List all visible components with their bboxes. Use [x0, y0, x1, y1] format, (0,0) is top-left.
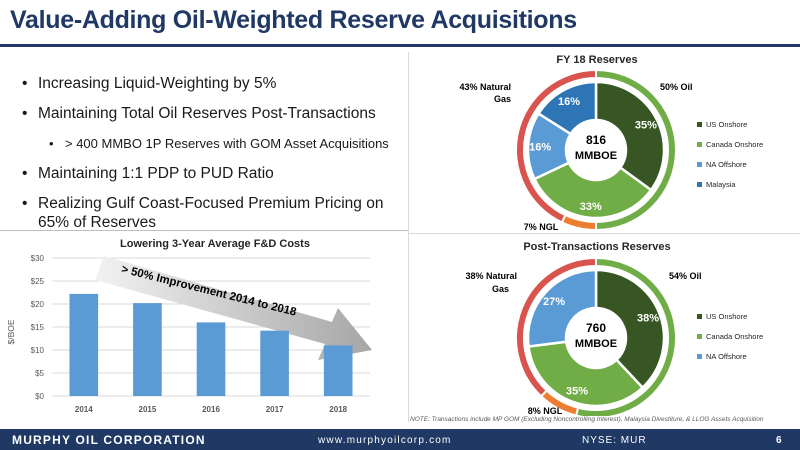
- stock-ticker: NYSE: MUR: [582, 435, 647, 446]
- bar-chart-title: Lowering 3-Year Average F&D Costs: [120, 238, 310, 250]
- legend-label: Canada Onshore: [706, 332, 763, 341]
- legend-label: NA Offshore: [706, 352, 747, 361]
- gas-outer-label-line1: 43% Natural: [459, 82, 511, 92]
- legend: US Onshore Canada Onshore NA Offshore: [697, 312, 763, 361]
- bar: [260, 330, 289, 396]
- x-tick-label: 2015: [139, 405, 157, 414]
- slice-label: 35%: [566, 386, 588, 398]
- legend-swatch: [697, 162, 702, 167]
- slice-label: 27%: [543, 296, 565, 308]
- title-underline: [0, 44, 800, 47]
- bar: [69, 293, 99, 396]
- gas-outer-label-line2: Gas: [492, 284, 509, 294]
- legend-label: US Onshore: [706, 120, 747, 129]
- gas-outer-label-line2: Gas: [494, 94, 511, 104]
- legend-swatch: [697, 122, 702, 127]
- bars: [69, 293, 353, 396]
- sub-bullet-item: > 400 MMBO 1P Reserves with GOM Asset Ac…: [49, 134, 407, 153]
- y-tick-label: $0: [35, 392, 44, 401]
- arrow-shape: [95, 256, 372, 360]
- fy18-reserves-donut: FY 18 Reserves 35% 33% 16% 16% 816 MMBOE 50…: [459, 54, 763, 232]
- y-tick-label: $30: [31, 254, 45, 263]
- legend-label: Malaysia: [706, 180, 736, 189]
- donut-title: Post-Transactions Reserves: [523, 241, 670, 253]
- x-tick-labels: 2014 2015 2016 2017 2018: [75, 405, 348, 414]
- column-divider: [408, 52, 409, 422]
- bullet-item: Realizing Gulf Coast-Focused Premium Pri…: [22, 194, 407, 232]
- slice-label: 35%: [635, 120, 657, 132]
- legend-label: Canada Onshore: [706, 140, 763, 149]
- website-link[interactable]: www.murphyoilcorp.com: [318, 435, 452, 446]
- y-tick-labels: $0 $5 $10 $15 $20 $25 $30: [31, 254, 45, 401]
- center-value: 816: [586, 133, 606, 147]
- donut-title: FY 18 Reserves: [556, 54, 637, 66]
- center-unit: MMBOE: [575, 150, 617, 162]
- outer-slice: [515, 68, 597, 224]
- legend-label: NA Offshore: [706, 160, 747, 169]
- legend-swatch: [697, 354, 702, 359]
- slice-label: 16%: [529, 141, 551, 153]
- bullet-item: Increasing Liquid-Weighting by 5%: [22, 74, 407, 93]
- legend: US Onshore Canada Onshore NA Offshore Malay…: [697, 120, 763, 189]
- right-section-divider: [408, 233, 800, 234]
- post-transaction-reserves-donut: Post-Transactions Reserves 38% 35% 27% 760…: [465, 241, 763, 416]
- center-unit: MMBOE: [575, 338, 617, 350]
- y-tick-label: $10: [31, 346, 45, 355]
- section-divider: [0, 230, 408, 231]
- legend-swatch: [697, 334, 702, 339]
- legend-swatch: [697, 142, 702, 147]
- bar: [196, 322, 226, 396]
- company-name: MURPHY OIL CORPORATION: [12, 433, 206, 447]
- y-tick-label: $25: [31, 277, 45, 286]
- bullet-item: Maintaining Total Oil Reserves Post-Tran…: [22, 104, 407, 123]
- page-number: 6: [776, 435, 782, 446]
- footer-bar: MURPHY OIL CORPORATION www.murphyoilcorp…: [0, 429, 800, 450]
- x-tick-label: 2017: [266, 405, 284, 414]
- donut-hole: [566, 120, 626, 180]
- center-value: 760: [586, 321, 606, 335]
- y-tick-label: $5: [35, 369, 44, 378]
- bullet-item: Maintaining 1:1 PDP to PUD Ratio: [22, 164, 407, 183]
- page-title: Value-Adding Oil-Weighted Reserve Acquis…: [10, 6, 577, 34]
- bar: [133, 303, 162, 396]
- slice-label: 33%: [580, 201, 602, 213]
- y-tick-label: $15: [31, 323, 45, 332]
- outer-slice: [515, 256, 597, 398]
- donut-hole: [566, 308, 626, 368]
- y-tick-label: $20: [31, 300, 45, 309]
- oil-outer-label: 50% Oil: [660, 82, 693, 92]
- fd-cost-bar-chart: Lowering 3-Year Average F&D Costs $/BOE …: [6, 238, 372, 414]
- donut-rings: 35% 33% 16% 16%: [515, 68, 677, 232]
- ngl-outer-label: 8% NGL: [528, 406, 563, 416]
- ngl-outer-label: 7% NGL: [524, 222, 559, 232]
- improvement-arrow: [95, 256, 372, 360]
- footnote: NOTE: Transactions include MP GOM (Exclu…: [410, 416, 764, 423]
- legend-label: US Onshore: [706, 312, 747, 321]
- oil-outer-label: 54% Oil: [669, 271, 702, 281]
- slice-label: 38%: [637, 312, 659, 324]
- x-tick-label: 2016: [202, 405, 220, 414]
- x-tick-label: 2018: [329, 405, 347, 414]
- legend-swatch: [697, 182, 702, 187]
- bullet-list: Increasing Liquid-Weighting by 5% Mainta…: [22, 74, 407, 243]
- y-axis-label: $/BOE: [6, 319, 16, 344]
- slice-label: 16%: [558, 96, 580, 108]
- gas-outer-label-line1: 38% Natural: [465, 271, 517, 281]
- x-tick-label: 2014: [75, 405, 93, 414]
- bar: [323, 345, 353, 396]
- legend-swatch: [697, 314, 702, 319]
- donut-rings: 38% 35% 27%: [515, 256, 677, 416]
